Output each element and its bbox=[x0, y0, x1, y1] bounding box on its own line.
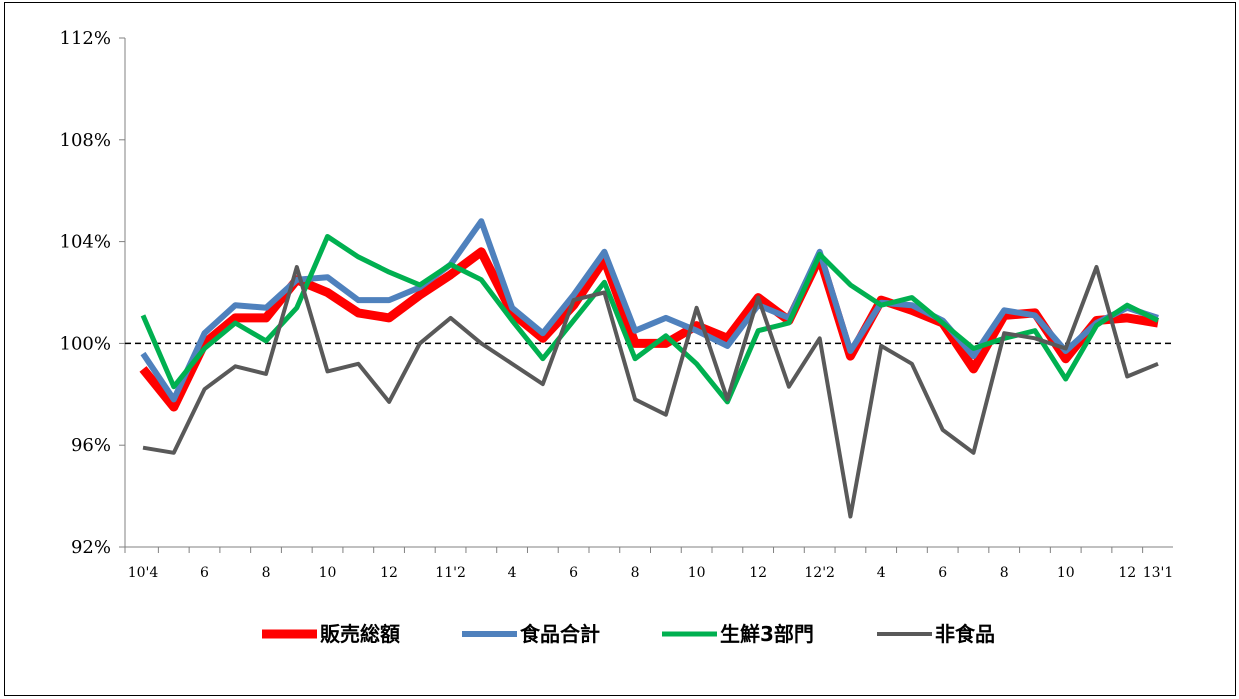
legend-label-3: 生鮮3部門 bbox=[720, 622, 814, 646]
legend-label-2: 食品合計 bbox=[520, 622, 600, 646]
y-tick-label: 104% bbox=[60, 232, 111, 253]
series-line-4 bbox=[142, 265, 1159, 519]
x-tick-label: 10 bbox=[1057, 565, 1075, 581]
x-tick-label: 6 bbox=[569, 565, 578, 581]
x-axis-ticks: 10'4 6 8 10 12 11'2 4 6 8 10 12 12'2 4 6 8 10 12 13'1 bbox=[124, 547, 1174, 581]
legend-label-4: 非食品 bbox=[935, 622, 995, 646]
x-tick-label: 4 bbox=[877, 565, 886, 581]
x-tick-label: 10'4 bbox=[128, 565, 159, 581]
x-tick-label: 8 bbox=[1000, 565, 1009, 581]
x-tick-label: 10 bbox=[688, 565, 706, 581]
axes bbox=[124, 38, 1173, 548]
x-tick-label: 8 bbox=[262, 565, 271, 581]
y-tick-label: 100% bbox=[60, 333, 111, 354]
x-tick-label: 6 bbox=[938, 565, 947, 581]
x-tick-label: 12 bbox=[1118, 565, 1136, 581]
y-tick-label: 92% bbox=[71, 537, 111, 558]
legend: 販売総額 食品合計 生鮮3部門 非食品 bbox=[262, 622, 995, 646]
x-tick-label: 4 bbox=[508, 565, 517, 581]
x-tick-label: 12 bbox=[380, 565, 398, 581]
legend-label-1: 販売総額 bbox=[320, 622, 400, 646]
x-tick-label: 10 bbox=[319, 565, 337, 581]
y-axis-ticks: 92% 96% 100% 104% 108% 112% bbox=[60, 28, 125, 558]
x-tick-label: 8 bbox=[631, 565, 640, 581]
y-tick-label: 108% bbox=[60, 130, 111, 151]
series-line-3 bbox=[140, 234, 1160, 405]
x-tick-label: 13'1 bbox=[1143, 565, 1174, 581]
y-tick-label: 112% bbox=[60, 28, 111, 49]
x-tick-label: 12'2 bbox=[804, 565, 835, 581]
series-line-2 bbox=[140, 218, 1159, 403]
y-tick-label: 96% bbox=[71, 435, 111, 456]
x-tick-label: 12 bbox=[749, 565, 767, 581]
x-tick-label: 11'2 bbox=[435, 565, 466, 581]
x-tick-label: 6 bbox=[200, 565, 209, 581]
series-lines bbox=[139, 218, 1160, 519]
